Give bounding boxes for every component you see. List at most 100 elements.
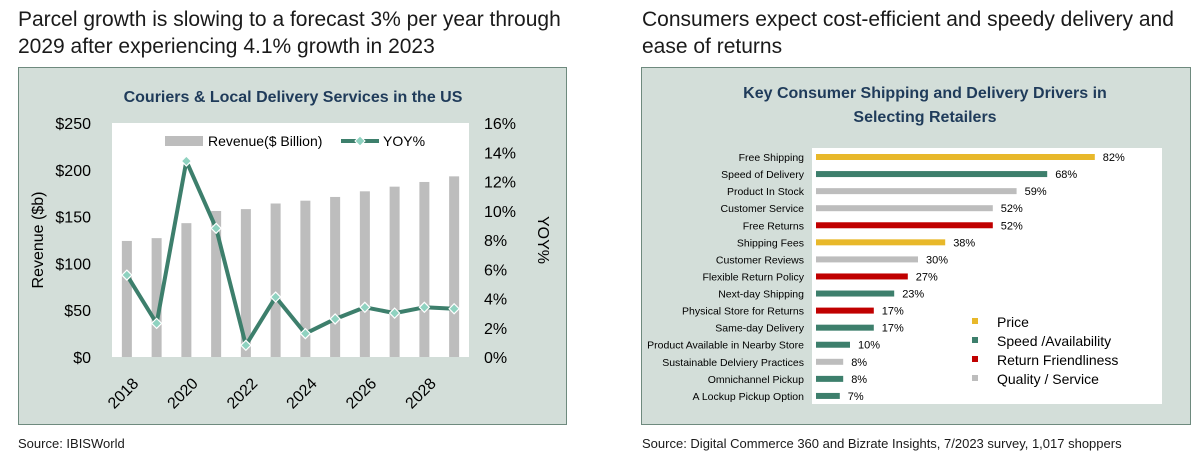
legend-swatch: [972, 337, 978, 343]
legend-revenue-swatch: [165, 136, 203, 146]
left-source: Source: IBISWorld: [18, 436, 125, 451]
value-label: 27%: [916, 271, 938, 283]
revenue-bar: [121, 240, 132, 357]
category-label: Speed of Delivery: [721, 169, 805, 181]
yoy-point: [448, 302, 460, 315]
legend-label: Price: [997, 314, 1029, 330]
left-heading: Parcel growth is slowing to a forecast 3…: [18, 8, 561, 58]
x-tick-label: 2028: [403, 375, 440, 412]
revenue-bar: [270, 203, 281, 357]
x-tick-label: 2022: [224, 375, 261, 412]
driver-bar: [816, 205, 993, 212]
y2-tick-label: 12%: [484, 175, 516, 192]
value-label: 59%: [1025, 186, 1047, 198]
legend-label: Speed /Availability: [997, 333, 1111, 349]
y-tick-label: $0: [73, 350, 91, 367]
chart-title-line-2: Selecting Retailers: [853, 109, 996, 126]
driver-bar: [816, 188, 1017, 195]
plot-area: [112, 123, 469, 357]
x-tick-label: 2018: [105, 375, 142, 412]
right-heading: Consumers expect cost-efficient and spee…: [642, 8, 1174, 58]
revenue-bar: [419, 181, 430, 357]
driver-bar: [816, 341, 850, 348]
legend-swatch: [972, 318, 978, 324]
yoy-line: [125, 159, 455, 348]
revenue-bar: [389, 186, 400, 357]
revenue-bar: [211, 210, 222, 357]
couriers-revenue-chart: Couriers & Local Delivery Services in th…: [30, 89, 551, 412]
driver-bar: [816, 324, 874, 331]
right-source: Source: Digital Commerce 360 and Bizrate…: [642, 436, 1122, 451]
yoy-point: [359, 301, 371, 314]
y-tick-label: $200: [55, 163, 91, 180]
legend-yoy-label: YOY%: [383, 133, 425, 149]
category-label: Customer Service: [721, 203, 805, 215]
driver-bar: [816, 239, 946, 246]
category-label: Free Returns: [743, 220, 804, 232]
category-label: Customer Reviews: [716, 254, 804, 266]
x-tick-label: 2026: [343, 375, 380, 412]
yoy-point: [121, 269, 133, 281]
y2-tick-label: 14%: [484, 145, 516, 162]
legend-label: Return Friendliness: [997, 352, 1118, 368]
category-label: Next-day Shipping: [718, 289, 804, 301]
driver-bar: [816, 290, 895, 297]
legend-swatch: [972, 375, 978, 381]
driver-bar: [816, 171, 1048, 178]
legend-swatch: [972, 356, 978, 362]
y2-tick-label: 8%: [484, 233, 507, 250]
category-label: Sustainable Delviery Practices: [662, 357, 804, 369]
yoy-point: [329, 313, 341, 325]
yoy-point: [388, 307, 401, 319]
y-tick-label: $50: [64, 303, 91, 320]
yoy-point: [418, 301, 431, 314]
driver-bar: [816, 256, 918, 263]
chart-title-line-1: Key Consumer Shipping and Delivery Drive…: [743, 85, 1107, 102]
category-label: A Lockup Pickup Option: [693, 391, 805, 403]
chart-title: Couriers & Local Delivery Services in th…: [124, 89, 463, 106]
category-label: Flexible Return Policy: [702, 271, 804, 283]
y2-tick-label: 4%: [484, 292, 507, 309]
driver-bar: [816, 222, 993, 229]
x-tick-label: 2024: [284, 375, 321, 412]
value-label: 17%: [882, 323, 904, 335]
category-label: Free Shipping: [739, 152, 805, 164]
value-label: 68%: [1055, 169, 1077, 181]
y2-tick-label: 2%: [484, 321, 507, 338]
value-label: 38%: [953, 237, 975, 249]
value-label: 52%: [1001, 220, 1023, 232]
revenue-bar: [181, 223, 192, 357]
category-label: Physical Store for Returns: [682, 306, 804, 318]
value-label: 52%: [1001, 203, 1023, 215]
shipping-drivers-chart: Key Consumer Shipping and Delivery Drive…: [647, 85, 1162, 404]
x-tick-label: 2020: [165, 375, 202, 412]
y2-tick-label: 16%: [484, 116, 516, 133]
yoy-point: [269, 291, 282, 303]
revenue-bar: [300, 200, 311, 357]
value-label: 8%: [851, 374, 867, 386]
yoy-point: [150, 317, 163, 330]
category-label: Shipping Fees: [737, 237, 804, 249]
revenue-bar: [359, 191, 370, 357]
revenue-bar: [330, 196, 341, 357]
value-label: 30%: [926, 254, 948, 266]
left-chart-panel: Couriers & Local Delivery Services in th…: [18, 67, 567, 425]
revenue-bar: [449, 176, 460, 357]
right-chart-panel: Key Consumer Shipping and Delivery Drive…: [641, 67, 1191, 425]
yoy-point: [210, 222, 222, 235]
revenue-bar: [240, 209, 251, 357]
value-label: 7%: [848, 391, 864, 403]
y2-tick-label: 6%: [484, 262, 507, 279]
y-axis-title: Revenue ($b): [30, 192, 47, 289]
value-label: 8%: [851, 357, 867, 369]
yoy-point: [299, 327, 312, 340]
driver-bar: [816, 375, 844, 382]
yoy-point: [240, 339, 252, 352]
y-tick-label: $250: [55, 116, 91, 133]
y-tick-label: $100: [55, 256, 91, 273]
driver-bar: [816, 307, 874, 314]
value-label: 10%: [858, 340, 880, 352]
value-label: 23%: [902, 289, 924, 301]
category-label: Omnichannel Pickup: [708, 374, 804, 386]
y-tick-label: $150: [55, 210, 91, 227]
